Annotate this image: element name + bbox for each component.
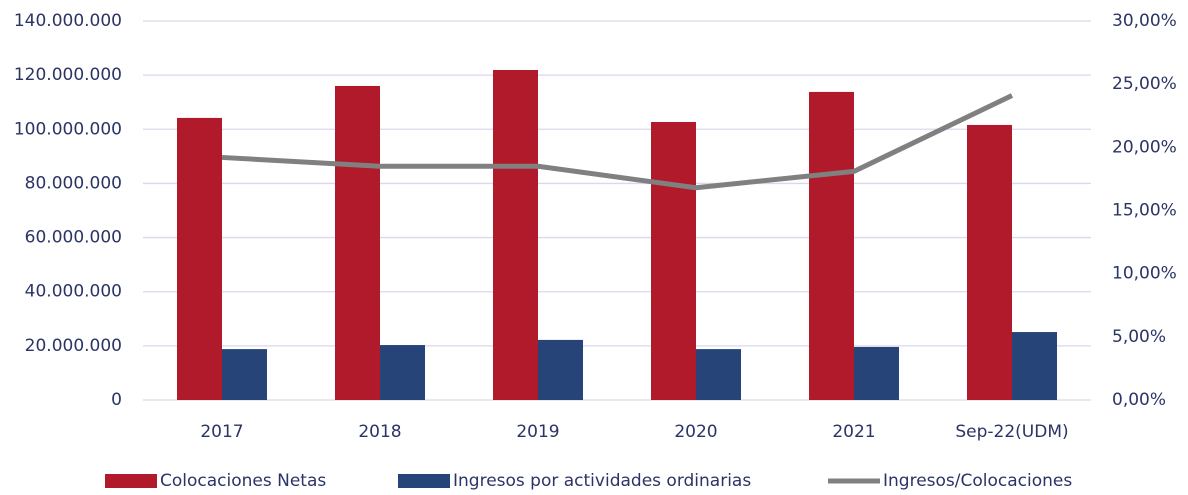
y-tick-label: 60.000.000 — [25, 228, 122, 248]
x-tick-label: 2018 — [358, 422, 401, 442]
bar — [538, 339, 583, 400]
y2-tick-label: 10,00% — [1112, 264, 1177, 284]
bar — [696, 349, 741, 400]
line — [221, 93, 1014, 191]
y2-tick-label: 0,00% — [1112, 390, 1166, 410]
bar — [651, 121, 696, 400]
y-tick-label: 0 — [111, 390, 122, 410]
bar — [854, 346, 899, 400]
legend-label: Ingresos por actividades ordinarias — [453, 471, 751, 491]
x-tick-label: 2019 — [516, 422, 559, 442]
y-tick-label: 100.000.000 — [14, 119, 122, 139]
y2-tick-label: 20,00% — [1112, 137, 1177, 157]
bar — [493, 69, 538, 401]
bar — [809, 91, 854, 401]
y-tick-label: 140.000.000 — [14, 11, 122, 31]
legend-swatch — [398, 474, 450, 488]
x-tick-label: 2021 — [832, 422, 875, 442]
y2-tick-label: 5,00% — [1112, 327, 1166, 347]
y2-tick-label: 30,00% — [1112, 11, 1177, 31]
x-tick-label: 2020 — [674, 422, 717, 442]
bar — [967, 124, 1012, 400]
y2-tick-label: 25,00% — [1112, 74, 1177, 94]
legend-label: Colocaciones Netas — [160, 471, 326, 491]
y-tick-label: 80.000.000 — [25, 173, 122, 193]
y-tick-label: 120.000.000 — [14, 65, 122, 85]
bar — [1012, 332, 1057, 400]
x-tick-label: Sep-22(UDM) — [955, 422, 1068, 442]
legend-label: Ingresos/Colocaciones — [883, 471, 1072, 491]
bar — [380, 345, 425, 400]
y-tick-label: 20.000.000 — [25, 336, 122, 356]
bar — [222, 349, 267, 400]
y-tick-label: 40.000.000 — [25, 282, 122, 302]
y2-tick-label: 15,00% — [1112, 201, 1177, 221]
bar — [177, 117, 222, 400]
x-tick-label: 2017 — [200, 422, 243, 442]
bar — [335, 85, 380, 400]
legend-swatch — [105, 474, 157, 488]
